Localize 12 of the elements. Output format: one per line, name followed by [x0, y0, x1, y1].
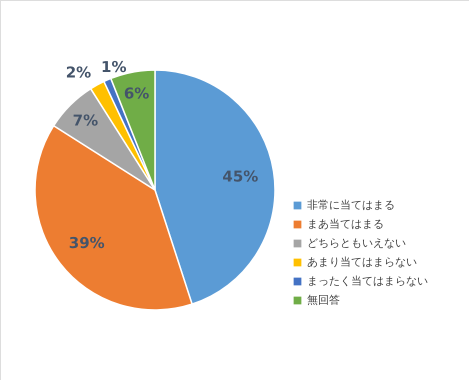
data-label: 2% [66, 64, 92, 82]
legend-label: まったく当てはまらない [307, 274, 428, 288]
legend-label: 非常に当てはまる [307, 198, 395, 212]
data-label: 1% [101, 58, 127, 76]
legend-label: あまり当てはまらない [307, 256, 417, 268]
data-label: 7% [72, 111, 98, 130]
data-label: 6% [124, 84, 150, 102]
legend-label: まあ当てはまる [307, 218, 384, 230]
legend-label: どちらともいえない [307, 236, 406, 250]
legend-label: 無回答 [307, 294, 340, 306]
data-label: 39% [68, 234, 105, 252]
data-label: 45% [222, 167, 258, 186]
